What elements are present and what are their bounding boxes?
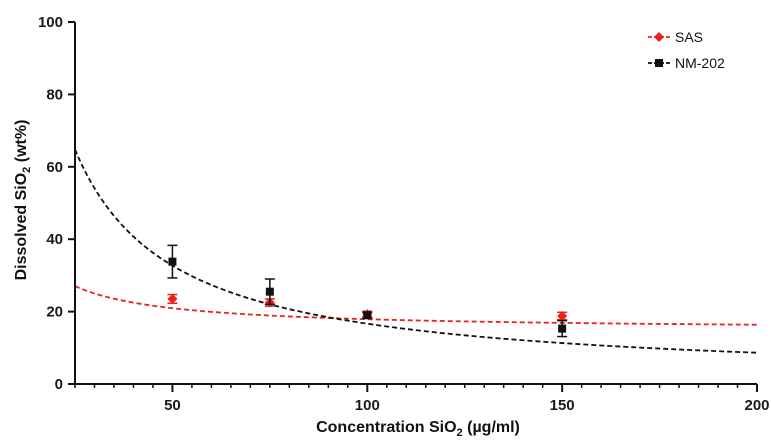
legend-marker [654, 32, 664, 42]
marker-square [266, 288, 274, 296]
marker-diamond [167, 294, 177, 304]
y-tick-label: 0 [55, 376, 63, 393]
fit-curve-nm-202 [75, 150, 757, 353]
marker-square [168, 258, 176, 266]
legend-item-sas: SAS [648, 29, 703, 45]
legend-label: NM-202 [675, 55, 725, 71]
x-tick-label: 200 [744, 397, 769, 414]
data-point-nm-202 [265, 279, 275, 304]
x-tick-label: 100 [355, 397, 380, 414]
fit-curves [75, 150, 757, 353]
legend-marker [655, 59, 663, 67]
data-point-sas [167, 294, 177, 304]
legend-item-nm-202: NM-202 [648, 55, 725, 71]
y-tick-label: 40 [46, 231, 63, 248]
legend-label: SAS [675, 29, 703, 45]
y-tick-label: 60 [46, 159, 63, 176]
x-tick-label: 150 [550, 397, 575, 414]
y-tick-label: 20 [46, 304, 63, 321]
y-tick-label: 80 [46, 86, 63, 103]
legend: SAS NM-202 [648, 29, 725, 71]
y-axis: 0 20 40 60 80 100 [38, 14, 75, 393]
fit-curve-sas [75, 286, 757, 325]
x-tick-label: 50 [164, 397, 181, 414]
x-axis: 50 100 150 200 [75, 384, 770, 414]
data-point-nm-202 [557, 321, 567, 337]
data-point-nm-202 [362, 311, 372, 319]
marker-square [363, 311, 371, 319]
y-tick-label: 100 [38, 14, 63, 31]
data-point-sas [557, 311, 567, 321]
data-point-nm-202 [167, 245, 177, 278]
y-axis-title: Dissolved SiO2 (wt%) [13, 120, 33, 281]
x-axis-title: Concentration SiO2 (µg/ml) [316, 419, 520, 439]
marker-square [558, 325, 566, 333]
